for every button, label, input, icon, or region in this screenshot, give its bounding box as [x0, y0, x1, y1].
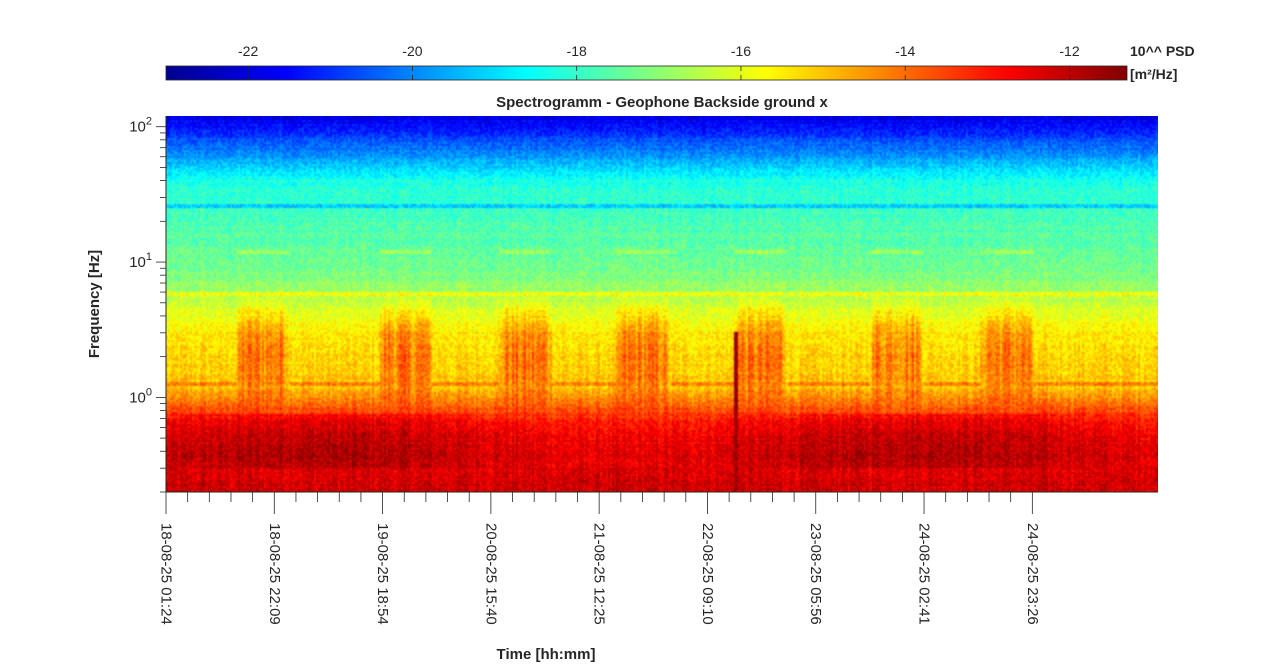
- x-axis: 18-08-25 01:24 18-08-25 22:09 19-08-25 18:…: [158, 491, 1158, 625]
- colorbar-ticks: -22 -20 -18 -16 -14 -12: [238, 43, 1080, 80]
- colorbar-tick-label: -22: [238, 43, 258, 59]
- colorbar-tick-label: -20: [402, 43, 422, 59]
- x-tick-label: 19-08-25 18:54: [374, 523, 391, 625]
- colorbar-tick-label: -14: [895, 43, 915, 59]
- colorbar-gradient: [165, 65, 1128, 81]
- x-tick-label: 22-08-25 09:10: [699, 523, 716, 625]
- x-tick-label: 18-08-25 22:09: [266, 523, 283, 625]
- spectrogram-heatmap: [166, 116, 1158, 492]
- colorbar: -22 -20 -18 -16 -14 -12 10^^ PSD [m²/Hz]: [165, 43, 1195, 82]
- y-tick-label: 101: [129, 251, 152, 271]
- x-axis-label: Time [hh:mm]: [497, 646, 596, 663]
- colorbar-tick-label: -18: [567, 43, 587, 59]
- x-tick-label: 24-08-25 02:41: [916, 523, 933, 625]
- x-tick-label: 18-08-25 01:24: [158, 523, 175, 625]
- colorbar-tick-label: -12: [1059, 43, 1079, 59]
- x-tick-label: 23-08-25 05:56: [807, 523, 824, 625]
- x-tick-label: 20-08-25 15:40: [482, 523, 499, 625]
- y-axis: 102 101 100: [129, 116, 167, 493]
- y-tick-label: 100: [129, 386, 152, 406]
- x-tick-label: 24-08-25 23:26: [1024, 523, 1041, 625]
- colorbar-tick-label: -16: [731, 43, 751, 59]
- x-tick-label: 21-08-25 12:25: [591, 523, 608, 625]
- colorbar-title-line1: 10^^ PSD: [1130, 43, 1195, 59]
- chart-title: Spectrogramm - Geophone Backside ground …: [496, 94, 828, 111]
- colorbar-title-line2: [m²/Hz]: [1130, 66, 1177, 82]
- y-axis-label: Frequency [Hz]: [86, 250, 103, 358]
- plot-area: 102 101 100 18-08-25 01:24 18-08-25 22:09 19…: [129, 116, 1158, 625]
- y-tick-label: 102: [129, 116, 152, 136]
